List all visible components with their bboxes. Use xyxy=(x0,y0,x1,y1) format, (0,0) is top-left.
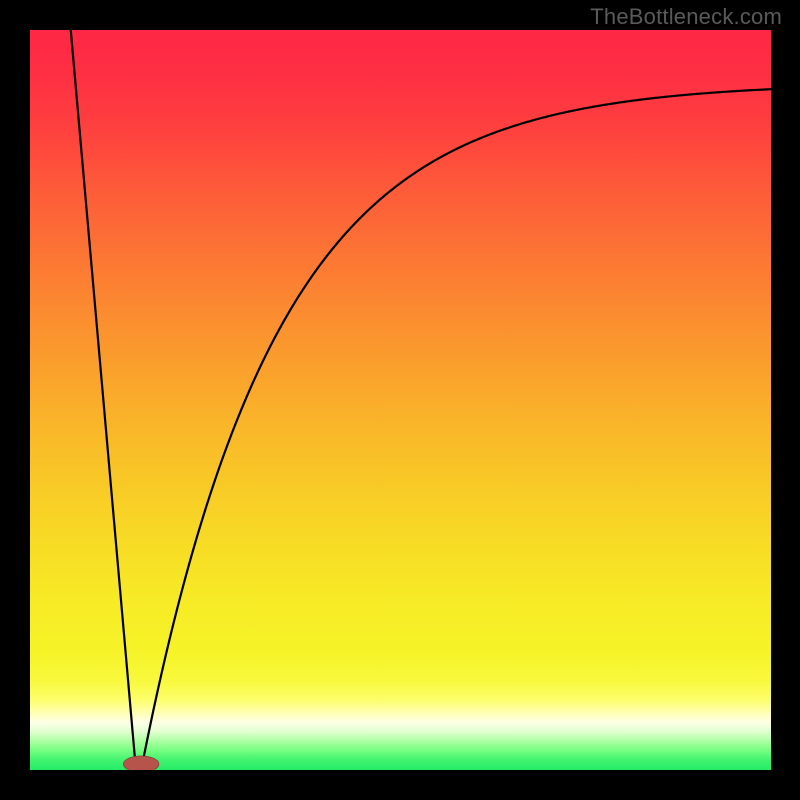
chart-container: TheBottleneck.com xyxy=(0,0,800,800)
chart-plot-bg xyxy=(30,30,771,770)
bottleneck-chart xyxy=(0,0,800,800)
watermark-text: TheBottleneck.com xyxy=(590,4,782,30)
optimum-marker xyxy=(123,756,159,772)
